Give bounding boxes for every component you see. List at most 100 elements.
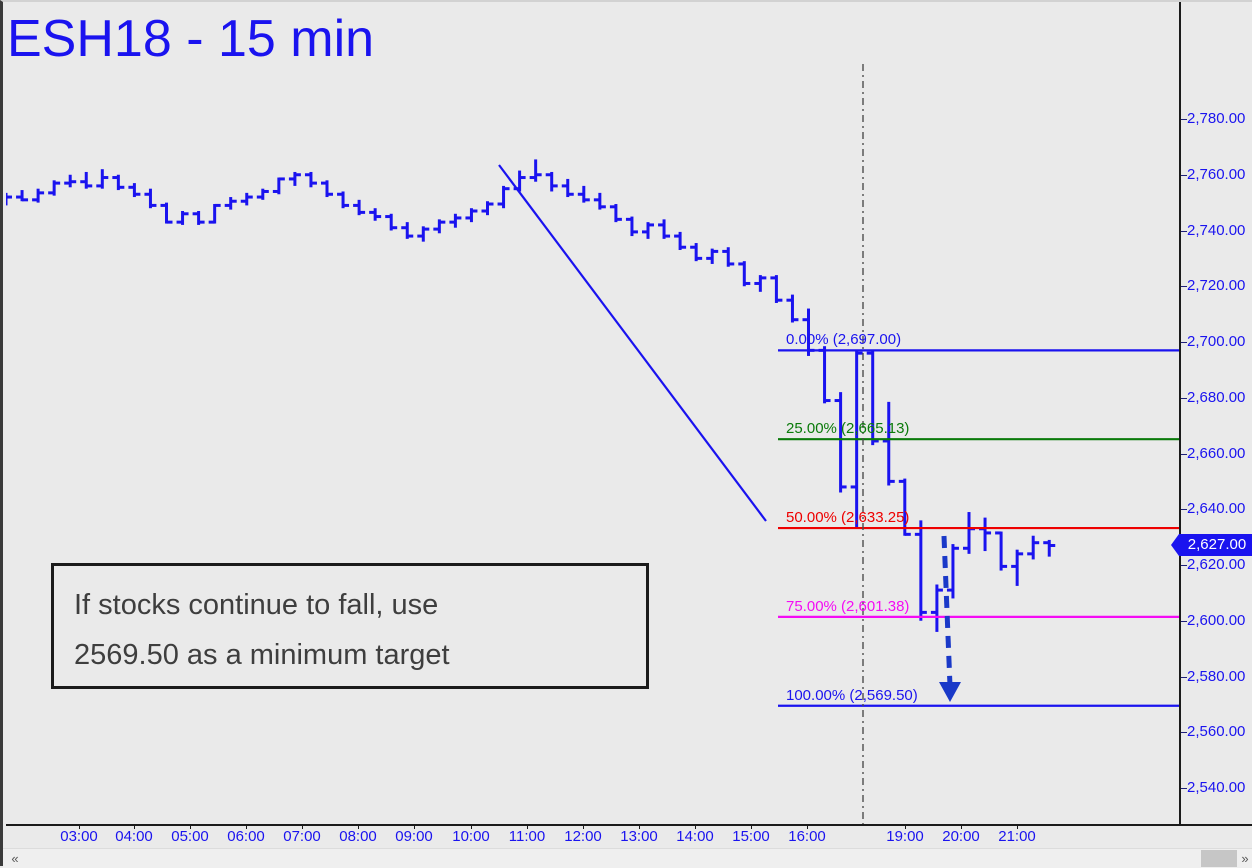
time-axis-tick <box>527 824 528 829</box>
price-axis-tick <box>1181 286 1187 288</box>
price-axis-label: 2,660.00 <box>1187 444 1246 462</box>
price-chart-svg <box>6 64 1179 824</box>
price-axis-label: 2,780.00 <box>1187 110 1246 127</box>
time-axis-label: 21:00 <box>998 828 1036 845</box>
time-axis-label: 09:00 <box>395 828 433 845</box>
ohlc-bar <box>385 213 398 231</box>
ohlc-bar <box>818 346 831 404</box>
scroll-right-icon[interactable]: » <box>1241 851 1249 866</box>
price-axis-tick <box>1181 453 1187 455</box>
price-axis-label: 2,540.00 <box>1187 779 1246 796</box>
ohlc-bar <box>674 231 687 251</box>
ohlc-bar <box>321 180 333 198</box>
price-axis-tick <box>1181 342 1187 343</box>
price-axis-label: 2,760.00 <box>1187 165 1246 183</box>
fib-level-label-25: 25.00% (2,665.13) <box>786 420 910 438</box>
ohlc-bar <box>128 183 141 198</box>
ohlc-bar <box>690 243 703 262</box>
time-axis-tick <box>471 824 472 829</box>
price-axis-label: 2,620.00 <box>1187 556 1246 573</box>
ohlc-bar <box>834 392 847 493</box>
ohlc-bar <box>625 216 638 237</box>
horizontal-scrollbar[interactable]: « » <box>3 848 1252 868</box>
chart-plot-area[interactable]: 0.00% (2,697.00) 25.00% (2,665.13) 50.00… <box>6 2 1179 824</box>
downtrend-line <box>498 164 767 522</box>
ohlc-bar <box>48 180 61 196</box>
price-axis-tick <box>1181 676 1187 678</box>
ohlc-bar <box>529 159 542 182</box>
ohlc-bar <box>930 584 943 632</box>
price-axis-tick <box>1181 119 1187 120</box>
price-axis-label: 2,720.00 <box>1187 277 1246 295</box>
ohlc-bar <box>288 171 301 186</box>
scroll-left-icon[interactable]: « <box>11 851 19 866</box>
time-axis-label: 15:00 <box>732 828 770 845</box>
price-axis-label: 2,600.00 <box>1187 611 1246 629</box>
price-axis-tick <box>1181 174 1187 176</box>
price-axis[interactable]: 2,780.00 2,760.00 2,740.00 2,720.00 2,700.00… <box>1179 2 1252 824</box>
ohlc-bar <box>706 248 719 264</box>
time-axis-tick <box>905 824 906 829</box>
ohlc-bar <box>16 190 29 202</box>
ohlc-bar <box>32 188 45 203</box>
ohlc-bar <box>963 512 975 554</box>
time-axis-tick <box>190 824 191 829</box>
time-axis-label: 14:00 <box>676 828 714 845</box>
ohlc-bar <box>240 192 253 206</box>
price-axis-tick <box>1181 732 1187 734</box>
ohlc-bar <box>946 544 959 599</box>
last-price-badge: 2,627.00 <box>1171 534 1252 557</box>
scrollbar-thumb[interactable] <box>1201 850 1237 867</box>
ohlc-bar <box>337 191 350 209</box>
time-axis-label: 20:00 <box>942 828 980 845</box>
time-axis-label: 11:00 <box>508 828 546 845</box>
ohlc-bar <box>995 531 1008 571</box>
ohlc-bar <box>545 171 558 192</box>
ohlc-bar <box>369 208 382 221</box>
price-axis-tick <box>1181 230 1187 232</box>
ohlc-bar <box>208 203 221 224</box>
fib-level-label-100: 100.00% (2,569.50) <box>786 686 918 704</box>
ohlc-bar <box>1027 535 1040 560</box>
time-axis[interactable]: 03:00 04:00 05:00 06:00 07:00 08:00 09:00 10:00… <box>6 824 1252 848</box>
ohlc-bar <box>609 204 622 223</box>
time-axis-label: 05:00 <box>171 828 209 845</box>
time-axis-tick <box>695 824 696 829</box>
ohlc-bar <box>176 210 189 225</box>
ohlc-bar <box>658 219 671 239</box>
fib-level-label-75: 75.00% (2,601.38) <box>786 597 910 615</box>
ohlc-bar <box>642 222 654 239</box>
time-axis-tick <box>134 824 135 829</box>
fib-level-label-50: 50.00% (2,633.25) <box>786 509 910 527</box>
ohlc-bar <box>64 174 77 188</box>
ohlc-bar <box>256 188 269 200</box>
ohlc-bar <box>593 192 606 210</box>
ohlc-bar <box>754 275 767 292</box>
ohlc-bar <box>738 261 751 287</box>
annotation-textbox-text: If stocks continue to fall, use 2569.50 … <box>74 589 450 671</box>
fib-level-label-0: 0.00% (2,697.00) <box>786 331 902 349</box>
price-axis-label: 2,740.00 <box>1187 221 1246 239</box>
time-axis-label: 07:00 <box>283 828 321 845</box>
annotation-textbox[interactable]: If stocks continue to fall, use 2569.50 … <box>51 563 649 689</box>
ohlc-bar <box>561 178 574 198</box>
ohlc-bar <box>417 226 430 242</box>
ohlc-bar <box>866 350 879 446</box>
time-axis-label: 06:00 <box>227 828 265 845</box>
ohlc-bar <box>449 213 462 228</box>
ohlc-bar <box>577 185 590 203</box>
time-axis-label: 08:00 <box>339 828 377 845</box>
ohlc-bar <box>1011 549 1024 586</box>
time-axis-tick <box>414 824 415 829</box>
time-axis-tick <box>583 824 584 829</box>
ohlc-bar <box>192 210 205 225</box>
price-axis-tick <box>1181 565 1187 566</box>
ohlc-bar <box>224 197 237 210</box>
ohlc-bar <box>401 222 414 239</box>
ohlc-bar <box>770 275 783 303</box>
time-axis-label: 10:00 <box>452 828 490 845</box>
ohlc-bar <box>96 169 109 189</box>
time-axis-tick <box>807 824 808 829</box>
ohlc-bar <box>144 188 157 209</box>
